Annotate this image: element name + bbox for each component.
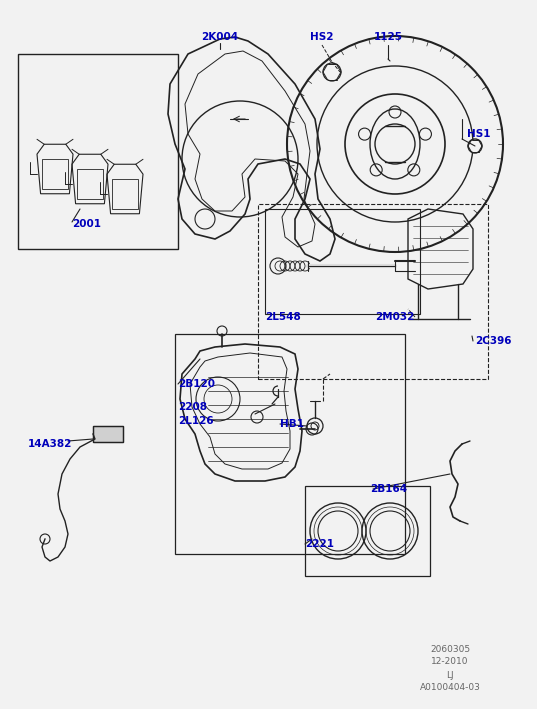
Bar (93, 426, 123, 442)
Text: 14A382: 14A382 (28, 439, 72, 449)
Text: 2001: 2001 (72, 219, 101, 229)
Text: 2B164: 2B164 (370, 484, 407, 494)
Text: HB1: HB1 (280, 419, 304, 429)
Text: 2B120: 2B120 (178, 379, 215, 389)
Bar (175, 334, 405, 554)
Text: 2L126: 2L126 (178, 416, 214, 426)
Text: 12-2010: 12-2010 (431, 657, 469, 666)
Bar (305, 486, 430, 576)
Text: HS2: HS2 (310, 32, 334, 42)
Text: A0100404-03: A0100404-03 (419, 683, 481, 693)
Text: 2M032: 2M032 (375, 312, 415, 322)
Text: 2C396: 2C396 (475, 336, 512, 346)
Text: 2L548: 2L548 (265, 312, 301, 322)
Text: 2K004: 2K004 (201, 32, 238, 42)
Bar (18, 54, 178, 249)
Bar (265, 209, 420, 314)
Text: LJ: LJ (446, 671, 454, 679)
Bar (258, 204, 488, 379)
Text: 2208: 2208 (178, 402, 207, 412)
Text: 2060305: 2060305 (430, 644, 470, 654)
Circle shape (468, 139, 482, 153)
Bar (93, 426, 123, 442)
Text: 2221: 2221 (305, 539, 334, 549)
Text: 1125: 1125 (374, 32, 403, 42)
Text: HS1: HS1 (467, 129, 490, 139)
Circle shape (323, 63, 341, 81)
